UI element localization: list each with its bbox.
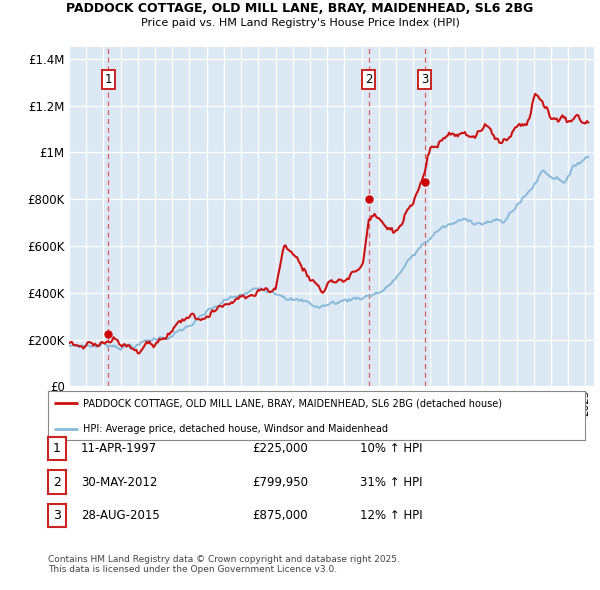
Text: 30-MAY-2012: 30-MAY-2012 [81, 476, 157, 489]
Text: 3: 3 [53, 509, 61, 522]
Text: 1: 1 [104, 73, 112, 86]
Text: £799,950: £799,950 [252, 476, 308, 489]
Text: Price paid vs. HM Land Registry's House Price Index (HPI): Price paid vs. HM Land Registry's House … [140, 18, 460, 28]
Text: 28-AUG-2015: 28-AUG-2015 [81, 509, 160, 522]
Text: HPI: Average price, detached house, Windsor and Maidenhead: HPI: Average price, detached house, Wind… [83, 424, 388, 434]
Text: Contains HM Land Registry data © Crown copyright and database right 2025.
This d: Contains HM Land Registry data © Crown c… [48, 555, 400, 574]
Text: PADDOCK COTTAGE, OLD MILL LANE, BRAY, MAIDENHEAD, SL6 2BG (detached house): PADDOCK COTTAGE, OLD MILL LANE, BRAY, MA… [83, 398, 502, 408]
Text: 12% ↑ HPI: 12% ↑ HPI [360, 509, 422, 522]
Text: 11-APR-1997: 11-APR-1997 [81, 442, 157, 455]
Text: 3: 3 [421, 73, 428, 86]
Text: 10% ↑ HPI: 10% ↑ HPI [360, 442, 422, 455]
Text: 1: 1 [53, 442, 61, 455]
Text: 31% ↑ HPI: 31% ↑ HPI [360, 476, 422, 489]
Text: £225,000: £225,000 [252, 442, 308, 455]
Text: 2: 2 [53, 476, 61, 489]
Text: £875,000: £875,000 [252, 509, 308, 522]
Text: PADDOCK COTTAGE, OLD MILL LANE, BRAY, MAIDENHEAD, SL6 2BG: PADDOCK COTTAGE, OLD MILL LANE, BRAY, MA… [67, 2, 533, 15]
Text: 2: 2 [365, 73, 373, 86]
